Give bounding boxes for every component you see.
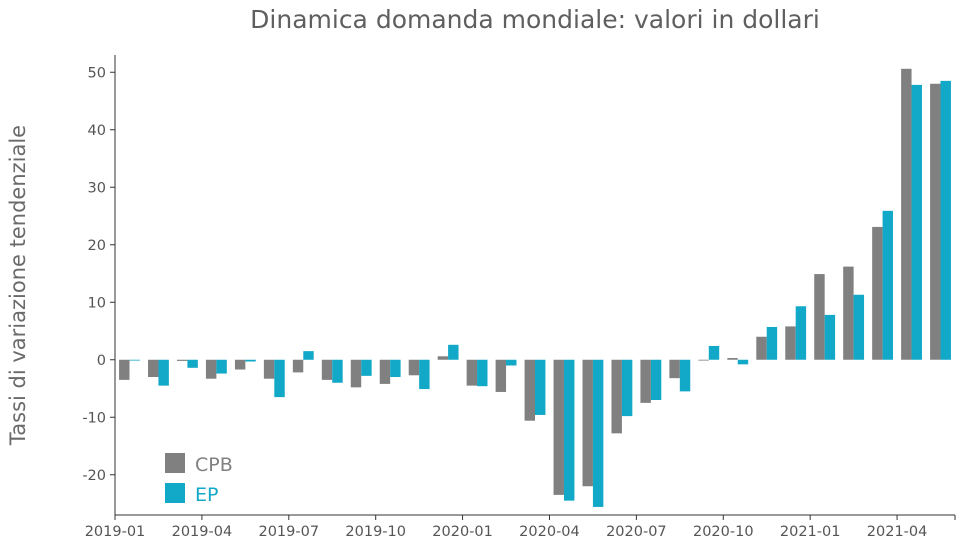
bar-ep-2021-02 (853, 294, 865, 360)
bar-ep-2019-03 (187, 359, 198, 368)
bar-ep-2019-10 (390, 359, 401, 377)
x-tick-label: 2020-04 (519, 524, 580, 540)
bar-ep-2021-01 (824, 314, 836, 360)
x-tick-label: 2019-10 (345, 524, 406, 540)
bar-ep-2019-05 (245, 359, 256, 362)
bar-cpb-2021-02 (843, 266, 854, 360)
y-tick-label: 30 (88, 180, 106, 196)
y-tick-label: 10 (88, 295, 106, 311)
x-tick-label: 2021-01 (780, 524, 841, 540)
bar-cpb-2021-05 (930, 83, 941, 360)
bar-ep-2019-01 (129, 359, 140, 361)
bar-cpb-2019-04 (205, 359, 217, 379)
bar-ep-2019-04 (216, 359, 227, 374)
legend: CPB EP (165, 453, 233, 506)
bar-cpb-2019-12 (437, 356, 449, 360)
bar-ep-2021-03 (882, 210, 894, 360)
y-tick-label: 40 (88, 123, 106, 139)
bar-cpb-2019-01 (119, 359, 130, 380)
bar-cpb-2020-08 (669, 359, 680, 379)
bar-cpb-2021-04 (901, 68, 912, 360)
x-tick-label: 2020-10 (693, 524, 754, 540)
bar-cpb-2020-02 (495, 359, 507, 392)
bar-ep-2020-10 (737, 359, 749, 365)
bar-ep-2020-11 (766, 326, 778, 360)
bar-cpb-2019-03 (176, 359, 188, 361)
bar-ep-2020-06 (621, 359, 633, 417)
bar-cpb-2020-05 (582, 359, 593, 487)
bar-ep-2021-05 (940, 80, 951, 360)
bar-ep-2020-03 (535, 359, 546, 415)
bar-cpb-2020-04 (553, 359, 564, 495)
y-tick-label: 20 (88, 238, 106, 254)
y-axis-label: Tassi di variazione tendenziale (6, 125, 30, 446)
plot-area: -20 -10 0 10 20 30 40 50 2019-01 2019-04 2019-07 20… (82, 55, 956, 540)
bar-cpb-2019-06 (263, 359, 275, 379)
bar-cpb-2019-10 (379, 359, 391, 384)
x-tick-label: 2019-01 (85, 524, 146, 540)
y-tick-label: 50 (88, 65, 106, 81)
bar-cpb-2019-09 (350, 359, 362, 388)
bar-cpb-2021-01 (814, 274, 825, 360)
x-tick-label: 2020-01 (432, 524, 493, 540)
bar-cpb-2020-10 (727, 358, 738, 360)
bar-ep-2020-09 (708, 345, 720, 360)
chart-title: Dinamica domanda mondiale: valori in dol… (250, 5, 820, 34)
bar-cpb-2020-09 (698, 359, 709, 361)
bar-ep-2020-08 (679, 359, 691, 392)
bar-cpb-2019-02 (148, 359, 159, 377)
bar-ep-2019-08 (332, 359, 343, 383)
bar-cpb-2020-07 (640, 359, 651, 403)
bar-ep-2019-12 (448, 344, 459, 360)
legend-label-cpb: CPB (195, 454, 233, 476)
bar-cpb-2020-01 (466, 359, 478, 386)
x-tick-label: 2020-07 (606, 524, 667, 540)
bar-ep-2020-12 (795, 306, 807, 360)
legend-swatch-ep (165, 483, 185, 503)
bar-ep-2020-05 (592, 359, 604, 507)
bar-cpb-2020-12 (785, 326, 796, 360)
bar-cpb-2020-06 (611, 359, 622, 434)
bar-ep-2020-02 (506, 359, 517, 366)
bar-cpb-2020-03 (524, 359, 535, 421)
legend-label-ep: EP (195, 484, 218, 506)
legend-swatch-cpb (165, 453, 185, 473)
x-tick-label: 2019-04 (172, 524, 233, 540)
y-tick-label: -10 (82, 410, 106, 426)
bar-cpb-2020-11 (756, 336, 767, 360)
bar-ep-2020-04 (563, 359, 575, 501)
y-tick-label: -20 (82, 468, 106, 484)
bar-ep-2019-11 (419, 359, 430, 390)
bar-cpb-2019-05 (234, 359, 246, 370)
bar-cpb-2019-11 (408, 359, 420, 376)
bar-ep-2021-04 (911, 84, 922, 360)
bar-ep-2019-06 (274, 359, 285, 398)
bar-cpb-2021-03 (872, 226, 883, 360)
bar-ep-2020-01 (477, 359, 488, 387)
bar-cpb-2019-07 (292, 359, 304, 373)
bar-ep-2019-07 (303, 351, 314, 360)
bar-ep-2019-09 (361, 359, 372, 376)
bar-cpb-2019-08 (321, 359, 333, 380)
x-tick-label: 2019-07 (258, 524, 319, 540)
x-tick-label: 2021-04 (867, 524, 928, 540)
bar-ep-2020-07 (650, 359, 662, 400)
y-tick-label: 0 (97, 353, 106, 369)
bar-ep-2019-02 (158, 359, 169, 386)
